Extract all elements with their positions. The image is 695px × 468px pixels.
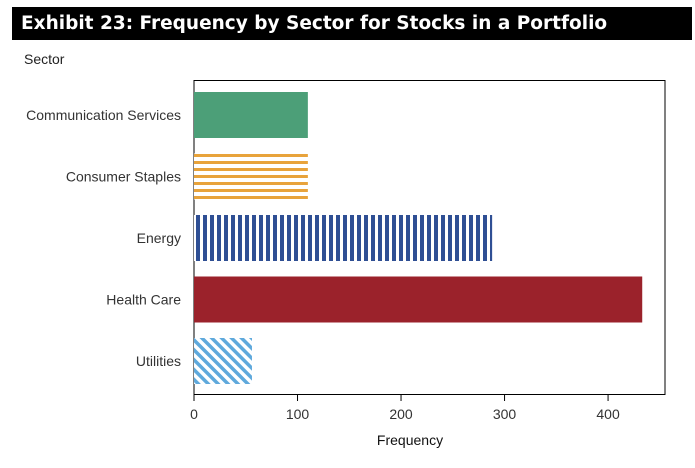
y-axis-title: Sector <box>24 51 65 67</box>
y-tick-label-energy: Energy <box>137 230 181 246</box>
y-tick-label-health-care: Health Care <box>106 292 181 308</box>
x-tick-label: 0 <box>190 406 198 422</box>
bar-communication-services <box>194 92 308 138</box>
x-tick-label: 100 <box>286 406 310 422</box>
y-tick-label-utilities: Utilities <box>136 353 181 369</box>
bar-utilities <box>194 338 252 384</box>
exhibit-title-banner: Exhibit 23: Frequency by Sector for Stoc… <box>12 7 692 40</box>
bar-health-care <box>194 276 643 323</box>
bar-energy <box>194 215 493 261</box>
x-tick-label: 200 <box>389 406 413 422</box>
y-tick-label-communication-services: Communication Services <box>26 107 181 123</box>
y-tick-label-consumer-staples: Consumer Staples <box>66 169 181 185</box>
x-tick-label: 300 <box>493 406 517 422</box>
x-axis-title: Frequency <box>377 432 443 448</box>
x-tick-label: 400 <box>596 406 620 422</box>
bar-consumer-staples <box>194 153 308 200</box>
